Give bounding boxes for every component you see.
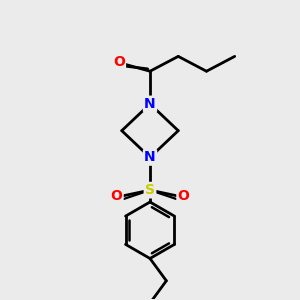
Text: O: O [178, 189, 190, 203]
Text: S: S [145, 183, 155, 197]
Text: N: N [144, 150, 156, 164]
Text: O: O [113, 55, 125, 69]
Text: O: O [110, 189, 122, 203]
Text: N: N [144, 97, 156, 111]
